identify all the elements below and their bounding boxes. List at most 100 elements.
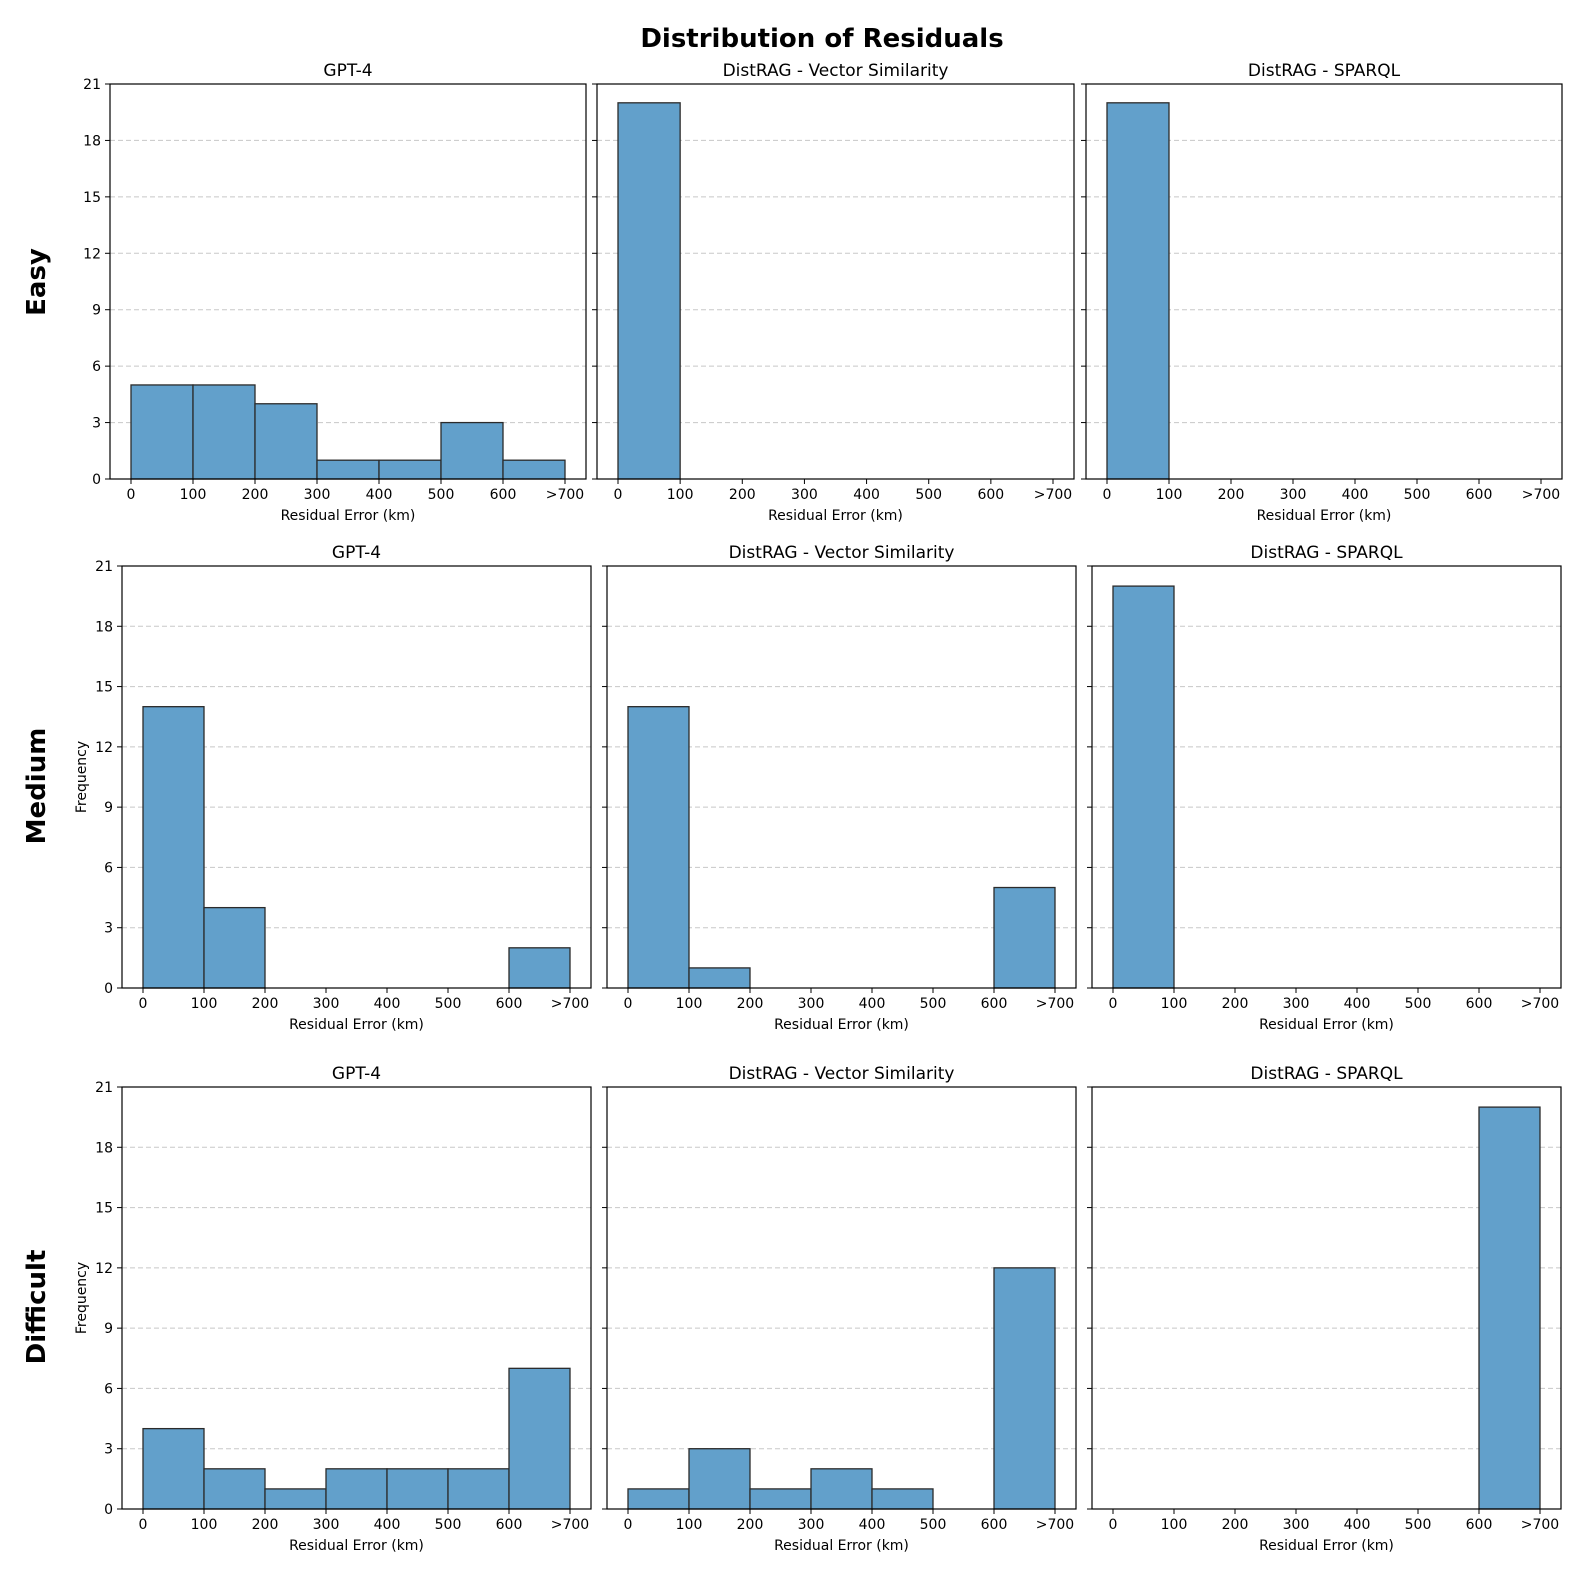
x-tick-label: 300 <box>798 1517 825 1533</box>
y-tick-label: 12 <box>95 1261 113 1277</box>
x-tick-label: 200 <box>252 996 279 1012</box>
histogram-bar <box>325 1468 388 1510</box>
x-tick-label: 100 <box>667 487 694 503</box>
axes-frame <box>606 1086 1077 1510</box>
histogram-bar <box>810 1468 873 1510</box>
row-label-medium: Medium <box>22 728 52 845</box>
x-tick-label: 100 <box>191 1517 218 1533</box>
row-label-difficult: Difficult <box>22 1250 52 1365</box>
x-tick-label: 0 <box>1109 996 1118 1012</box>
panel-title: DistRAG - SPARQL <box>1250 1064 1403 1084</box>
y-tick-label: 6 <box>104 860 113 876</box>
histogram-bar <box>749 1488 812 1510</box>
x-tick-label: 100 <box>676 1517 703 1533</box>
x-tick-label: 400 <box>1344 996 1371 1012</box>
panel-title: GPT-4 <box>332 1064 381 1084</box>
y-tick-label: 18 <box>83 133 101 149</box>
y-tick-label: 21 <box>95 559 113 575</box>
x-tick-label: 200 <box>252 1517 279 1533</box>
x-axis-label: Residual Error (km) <box>774 1017 909 1033</box>
histogram-bar <box>688 1448 751 1510</box>
histogram-bar <box>627 1488 690 1510</box>
histogram-bar <box>130 384 194 480</box>
y-tick-label: 21 <box>95 1080 113 1096</box>
x-tick-label: 600 <box>977 487 1004 503</box>
histogram-bar <box>1106 102 1170 480</box>
x-tick-label: 500 <box>428 487 455 503</box>
x-tick-label: 500 <box>920 1517 947 1533</box>
histogram-bar <box>627 706 690 989</box>
y-tick-label: 3 <box>92 416 101 432</box>
x-tick-label: 500 <box>915 487 942 503</box>
y-axis-label: Frequency <box>74 741 90 813</box>
histogram-bar <box>192 384 256 480</box>
x-tick-label: >700 <box>546 487 584 503</box>
x-tick-label: 400 <box>859 1517 886 1533</box>
x-tick-label: 100 <box>1161 996 1188 1012</box>
x-tick-label: 0 <box>624 996 633 1012</box>
x-axis-label: Residual Error (km) <box>289 1538 424 1554</box>
histogram-bar <box>440 421 504 480</box>
x-tick-label: 500 <box>435 996 462 1012</box>
histogram-bar <box>203 906 266 989</box>
histogram-bar <box>993 1267 1056 1510</box>
x-tick-label: 300 <box>1280 487 1307 503</box>
x-tick-label: 600 <box>496 996 523 1012</box>
x-tick-label: 400 <box>374 1517 401 1533</box>
x-tick-label: 200 <box>729 487 756 503</box>
histogram-bar <box>203 1468 266 1510</box>
x-tick-label: 500 <box>1404 487 1431 503</box>
histogram-bar <box>508 947 571 989</box>
x-tick-label: 500 <box>435 1517 462 1533</box>
x-tick-label: 300 <box>791 487 818 503</box>
y-tick-label: 0 <box>92 472 101 488</box>
y-tick-label: 15 <box>95 680 113 696</box>
x-tick-label: 200 <box>1222 996 1249 1012</box>
x-tick-label: 100 <box>180 487 207 503</box>
axes-frame <box>121 565 592 989</box>
y-tick-label: 12 <box>95 740 113 756</box>
x-tick-label: >700 <box>1522 487 1560 503</box>
x-axis-label: Residual Error (km) <box>1257 508 1392 524</box>
y-tick-label: 12 <box>83 246 101 262</box>
x-tick-label: 400 <box>366 487 393 503</box>
axes-frame <box>1091 565 1562 989</box>
x-tick-label: 400 <box>374 996 401 1012</box>
panel-title: DistRAG - SPARQL <box>1248 61 1401 81</box>
x-tick-label: 300 <box>1283 996 1310 1012</box>
x-tick-label: 500 <box>1405 996 1432 1012</box>
x-tick-label: 300 <box>313 996 340 1012</box>
x-tick-label: 600 <box>981 1517 1008 1533</box>
x-axis-label: Residual Error (km) <box>1259 1538 1394 1554</box>
x-axis-label: Residual Error (km) <box>768 508 903 524</box>
y-tick-label: 3 <box>104 921 113 937</box>
axes-frame <box>121 1086 592 1510</box>
x-tick-label: 400 <box>1342 487 1369 503</box>
histogram-bar <box>447 1468 510 1510</box>
y-tick-label: 21 <box>83 77 101 93</box>
histogram-bar <box>254 403 318 480</box>
histogram-bar <box>502 459 566 480</box>
y-tick-label: 18 <box>95 1140 113 1156</box>
histogram-bar <box>316 459 380 480</box>
x-tick-label: 100 <box>676 996 703 1012</box>
x-tick-label: 400 <box>859 996 886 1012</box>
histogram-bar <box>617 102 681 480</box>
x-tick-label: 0 <box>1103 487 1112 503</box>
x-tick-label: 200 <box>242 487 269 503</box>
panel-title: DistRAG - Vector Similarity <box>729 1064 955 1084</box>
x-tick-label: 600 <box>1466 996 1493 1012</box>
histogram-bar <box>142 706 205 989</box>
y-tick-label: 15 <box>83 190 101 206</box>
histogram-bar <box>1478 1106 1541 1510</box>
x-tick-label: >700 <box>1036 996 1074 1012</box>
x-tick-label: 500 <box>1405 1517 1432 1533</box>
histogram-bar <box>508 1367 571 1510</box>
y-tick-label: 3 <box>104 1442 113 1458</box>
x-tick-label: 600 <box>490 487 517 503</box>
x-tick-label: 0 <box>139 1517 148 1533</box>
axes-frame <box>1091 1086 1562 1510</box>
x-tick-label: >700 <box>551 1517 589 1533</box>
